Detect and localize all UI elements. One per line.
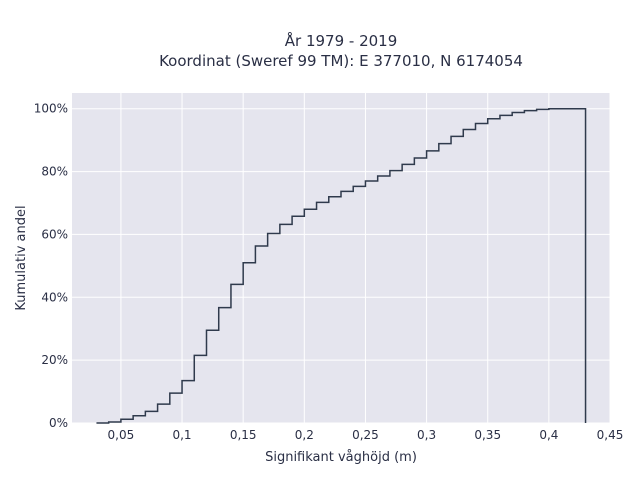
x-tick-label: 0,1 <box>172 428 191 442</box>
y-tick-labels: 0% 20% 40% 60% 80% 100% <box>34 102 68 430</box>
series-layer <box>96 107 587 424</box>
x-tick-label: 0,25 <box>352 428 379 442</box>
x-tick-labels: 0,05 0,1 0,15 0,2 0,25 0,3 0,35 0,4 0,45 <box>108 428 624 442</box>
y-tick-label: 0% <box>49 416 68 430</box>
y-tick-label: 60% <box>41 227 68 241</box>
y-tick-label: 20% <box>41 353 68 367</box>
x-tick-label: 0,05 <box>108 428 135 442</box>
x-tick-label: 0,35 <box>474 428 501 442</box>
y-axis-title: Kumulativ andel <box>14 205 29 310</box>
x-tick-label: 0,3 <box>417 428 436 442</box>
y-tick-label: 100% <box>34 102 68 116</box>
x-tick-label: 0,2 <box>295 428 314 442</box>
y-tick-label: 40% <box>41 290 68 304</box>
x-axis-title: Signifikant våghöjd (m) <box>265 450 417 465</box>
grid-lines <box>72 93 611 424</box>
plot-area <box>72 93 610 423</box>
chart-subtitle: Koordinat (Sweref 99 TM): E 377010, N 61… <box>159 52 523 70</box>
y-tick-label: 80% <box>41 165 68 179</box>
cumulative-step-line <box>96 107 587 424</box>
x-tick-label: 0,15 <box>230 428 257 442</box>
chart-title: År 1979 - 2019 <box>285 31 398 50</box>
x-tick-label: 0,4 <box>539 428 558 442</box>
x-tick-label: 0,45 <box>597 428 624 442</box>
